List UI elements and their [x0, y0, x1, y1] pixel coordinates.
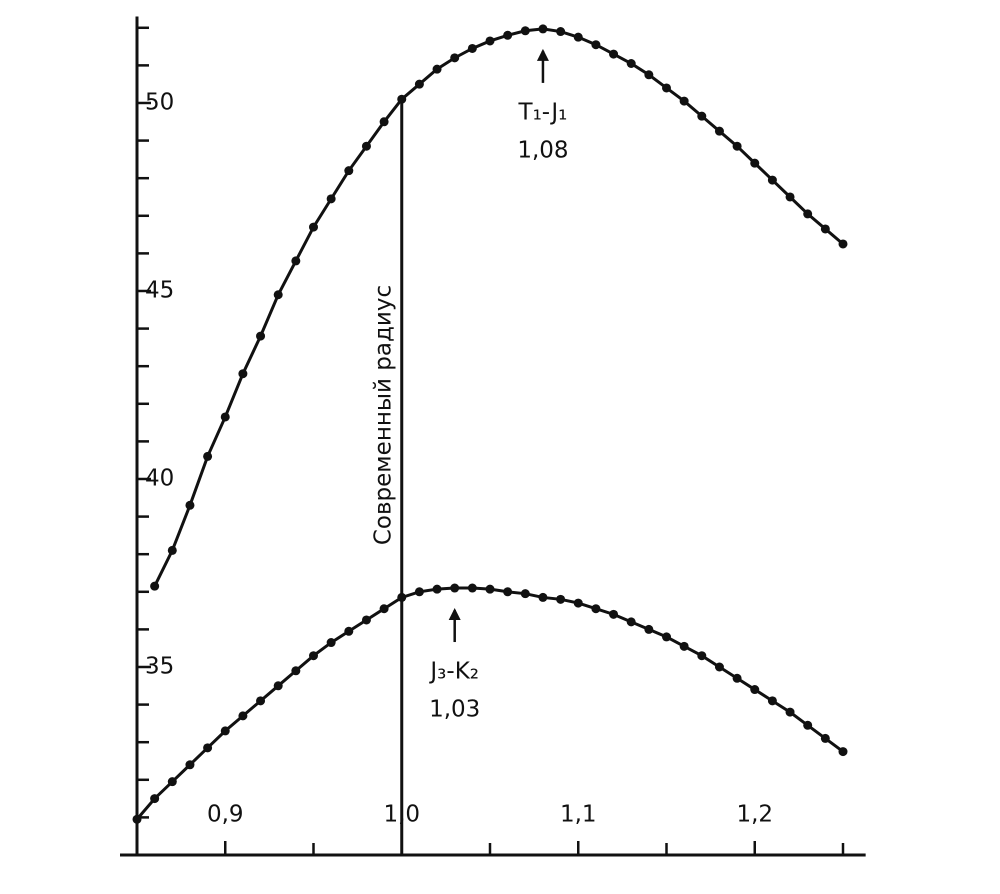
- point: [273, 290, 283, 300]
- point: [150, 794, 160, 804]
- point: [344, 166, 354, 176]
- point: [520, 26, 530, 36]
- point: [591, 40, 601, 50]
- point: [626, 617, 636, 627]
- point: [714, 126, 724, 136]
- point: [767, 696, 777, 706]
- point: [361, 141, 371, 151]
- point: [432, 64, 442, 74]
- point: [838, 747, 848, 757]
- point: [450, 53, 460, 63]
- point: [538, 24, 548, 34]
- point: [820, 733, 830, 743]
- point: [626, 59, 636, 69]
- annotation-value: 1,03: [429, 697, 480, 723]
- point: [167, 545, 177, 555]
- point: [220, 412, 230, 422]
- point: [273, 681, 283, 691]
- point: [414, 587, 424, 597]
- point: [591, 604, 601, 614]
- x-tick-label: 1,2: [736, 802, 773, 828]
- point: [750, 685, 760, 695]
- point: [503, 587, 513, 597]
- point: [432, 584, 442, 594]
- point: [238, 711, 248, 721]
- point: [132, 814, 142, 824]
- point: [256, 696, 266, 706]
- point: [662, 632, 671, 642]
- point: [485, 584, 495, 594]
- point: [609, 609, 619, 619]
- point: [679, 641, 689, 651]
- point: [185, 500, 195, 510]
- point: [679, 96, 689, 106]
- annotation-arrowhead: [448, 608, 461, 621]
- y-tick-label: 45: [145, 277, 174, 303]
- point: [291, 256, 301, 266]
- point: [820, 224, 830, 234]
- point: [750, 158, 760, 168]
- series-line: [135, 586, 844, 821]
- point: [450, 583, 460, 593]
- point: [556, 594, 566, 604]
- point: [150, 581, 160, 591]
- point: [662, 83, 671, 93]
- point: [538, 592, 548, 602]
- point: [556, 27, 566, 37]
- point: [644, 70, 654, 80]
- point: [397, 94, 407, 104]
- annotation-arrowhead: [536, 48, 549, 61]
- point: [785, 707, 795, 717]
- annotation-label: T₁-J₁: [518, 99, 568, 125]
- point: [573, 32, 583, 42]
- point: [203, 451, 213, 461]
- point: [767, 175, 777, 185]
- point: [609, 49, 619, 59]
- point: [785, 192, 795, 202]
- annotation-label: J₃-K₂: [428, 659, 479, 685]
- point: [256, 331, 266, 341]
- point: [467, 43, 477, 53]
- point: [467, 583, 477, 593]
- point: [697, 651, 707, 661]
- y-tick-label: 50: [145, 89, 174, 115]
- annotation-value: 1,08: [517, 137, 568, 163]
- point: [644, 624, 654, 634]
- x-tick-label: 0,9: [207, 802, 244, 828]
- reference-label: Современный радиус: [370, 285, 396, 545]
- point: [344, 626, 354, 636]
- y-tick-label: 40: [145, 465, 174, 491]
- point: [203, 743, 213, 753]
- point: [697, 111, 707, 121]
- y-tick-label: 35: [145, 653, 174, 679]
- point: [326, 638, 336, 648]
- point: [379, 117, 389, 127]
- point: [379, 604, 389, 614]
- point: [326, 194, 336, 204]
- point: [220, 726, 230, 736]
- point: [185, 760, 195, 770]
- point: [309, 222, 318, 232]
- point: [397, 592, 407, 602]
- point: [291, 666, 301, 676]
- point: [732, 141, 742, 151]
- point: [414, 79, 424, 89]
- series-line: [153, 27, 844, 587]
- point: [503, 30, 513, 40]
- point: [714, 662, 724, 672]
- point: [167, 777, 177, 787]
- point: [309, 651, 318, 661]
- point: [361, 615, 371, 625]
- point: [573, 598, 583, 608]
- point: [803, 209, 813, 219]
- point: [803, 720, 813, 730]
- point: [520, 589, 530, 599]
- point: [485, 36, 495, 46]
- point: [838, 239, 848, 249]
- point: [238, 369, 248, 379]
- x-tick-label: 1,1: [560, 802, 597, 828]
- point: [732, 673, 742, 683]
